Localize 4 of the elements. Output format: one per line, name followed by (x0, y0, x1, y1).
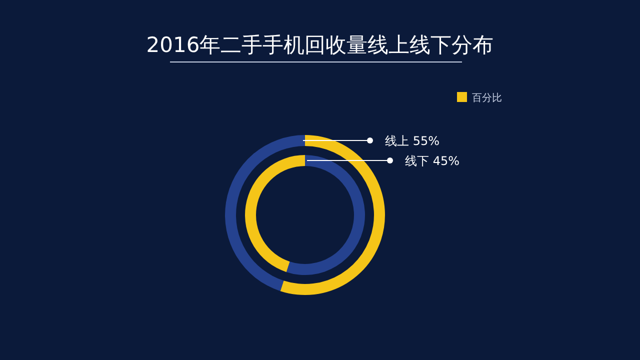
text: 线下 45% (405, 154, 460, 168)
legend-label: 百分比 (472, 92, 502, 104)
chart-title: 2016年二手手机回收量线上线下分布 (146, 33, 494, 57)
text: 线上 55% (385, 134, 440, 148)
